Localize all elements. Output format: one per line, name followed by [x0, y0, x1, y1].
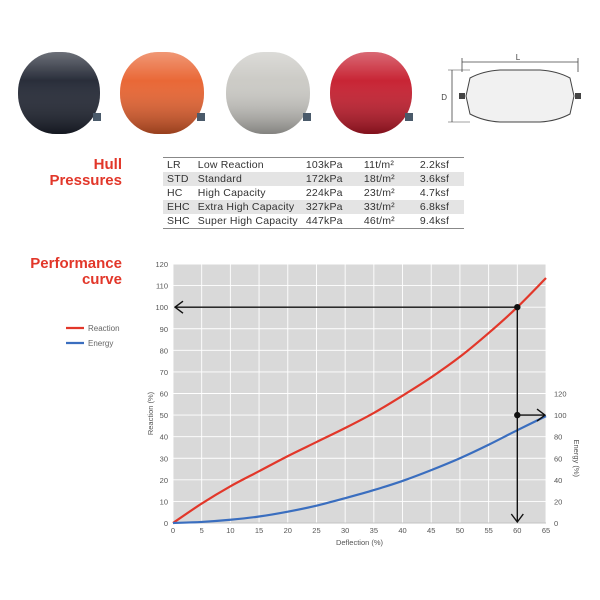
reaction-arrowhead	[173, 300, 184, 314]
y2-tick-label: 100	[554, 411, 567, 420]
x-tick-label: 15	[255, 526, 263, 535]
perf-heading-line2: curve	[81, 271, 122, 288]
x-tick-label: 10	[226, 526, 234, 535]
x-tick-label: 65	[542, 526, 550, 535]
pressure-cell: 224kPa	[305, 187, 343, 199]
series-line-reaction	[172, 277, 547, 524]
energy-arrowhead	[536, 408, 547, 422]
y-tick-label: 30	[160, 454, 168, 463]
legend: Reaction Energy	[66, 324, 120, 348]
performance-chart: 0 5 10 15 20 25 30 35 40 45 50 55 60 65 0 10 20 30 40 50 60 7…	[66, 260, 581, 547]
pressure-cell: 327kPa	[301, 200, 360, 214]
pressure-cell: HC	[167, 187, 183, 199]
hull-heading-line1: Hull	[93, 156, 122, 173]
y-tick-label: 80	[160, 346, 168, 355]
series-lines	[172, 277, 547, 525]
pressure-row: SHC Super High Capacity 447kPa 46t/m² 9.4ksf	[163, 214, 464, 229]
series-line-energy	[172, 415, 547, 525]
fender-dimension-diagram: L D	[441, 53, 581, 123]
legend-label-reaction: Reaction	[88, 324, 120, 333]
y2-tick-label: 120	[554, 390, 567, 399]
x-tick-label: 25	[312, 526, 320, 535]
hull-heading-line2: Pressures	[49, 172, 122, 189]
fender-product-row: L D	[18, 52, 581, 134]
x-tick-label: 55	[484, 526, 492, 535]
y2-tick-label: 60	[554, 454, 562, 463]
energy-marker-dot	[514, 411, 521, 419]
pressure-cell: EHC	[163, 200, 194, 214]
x-tick-label: 30	[341, 526, 349, 535]
pressure-cell: Super High Capacity	[197, 215, 298, 227]
legend-label-energy: Energy	[88, 339, 113, 348]
pressure-row: LR Low Reaction 103kPa 11t/m² 2.2ksf	[163, 158, 464, 173]
y-tick-label: 50	[160, 411, 168, 420]
y2-tick-label: 80	[554, 433, 562, 442]
x-tick-label: 5	[200, 526, 204, 535]
x-tick-label: 50	[456, 526, 464, 535]
fender-red	[330, 52, 413, 134]
y-tick-label: 70	[160, 368, 168, 377]
x-tick-label: 45	[427, 526, 435, 535]
pressure-cell: 33t/m²	[359, 200, 416, 214]
y-axis-title: Reaction (%)	[146, 391, 155, 435]
x-tick-label: 40	[398, 526, 406, 535]
y2-axis-title: Energy (%)	[572, 439, 581, 477]
pressure-cell: 447kPa	[305, 215, 343, 227]
pressure-cell: 103kPa	[305, 159, 343, 171]
pressure-cell: 9.4ksf	[419, 215, 450, 227]
y-tick-label: 120	[155, 260, 168, 269]
hull-pressures-heading: Hull Pressures	[10, 157, 122, 189]
y-tick-label: 100	[155, 303, 168, 312]
x-tick-label: 0	[171, 526, 175, 535]
fender-grey	[226, 52, 311, 134]
y2-tick-label: 20	[554, 497, 562, 506]
pressure-cell: Low Reaction	[197, 159, 264, 171]
length-label: L	[516, 53, 521, 62]
pressure-cell: 172kPa	[301, 172, 360, 186]
pressure-cell: Extra High Capacity	[193, 200, 302, 214]
tick-labels: 0 5 10 15 20 25 30 35 40 45 50 55 60 65 0 10 20 30 40 50 60 7…	[155, 260, 566, 535]
pressure-row: HC High Capacity 224kPa 23t/m² 4.7ksf	[163, 186, 464, 200]
pressure-cell: 18t/m²	[359, 172, 416, 186]
y2-tick-label: 40	[554, 476, 562, 485]
y-tick-label: 40	[160, 433, 168, 442]
pressure-cell: Standard	[193, 172, 302, 186]
x-tick-label: 20	[284, 526, 292, 535]
deflection-arrowhead	[510, 513, 524, 524]
x-axis-title: Deflection (%)	[336, 538, 384, 547]
y-tick-label: 90	[160, 325, 168, 334]
x-tick-label: 35	[370, 526, 378, 535]
pressure-cell: 6.8ksf	[415, 200, 464, 214]
y-tick-label: 0	[164, 519, 168, 528]
y2-tick-label: 0	[554, 519, 558, 528]
reaction-marker-dot	[514, 303, 521, 311]
pressure-cell: 11t/m²	[363, 159, 395, 171]
pressure-cell: High Capacity	[197, 187, 266, 199]
y-tick-label: 110	[156, 282, 168, 291]
pressure-cell: LR	[167, 159, 181, 171]
x-tick-label: 60	[513, 526, 521, 535]
grid	[172, 263, 547, 524]
pressure-cell: 3.6ksf	[415, 172, 464, 186]
pressure-row: EHC Extra High Capacity 327kPa 33t/m² 6.8ksf	[163, 200, 464, 214]
pressure-cell: SHC	[167, 215, 190, 227]
pressure-cell: 23t/m²	[363, 187, 395, 199]
pressure-cell: 2.2ksf	[419, 159, 450, 171]
fender-black	[18, 52, 101, 134]
pressure-cell: 4.7ksf	[419, 187, 450, 199]
hull-pressures-table: LR Low Reaction 103kPa 11t/m² 2.2ksf STD Stand…	[163, 157, 464, 229]
performance-curve-heading: Performance curve	[10, 256, 122, 288]
y-tick-label: 10	[160, 497, 168, 506]
marker-arrows	[173, 300, 547, 524]
y-tick-label: 20	[160, 476, 168, 485]
pressure-cell: STD	[163, 172, 194, 186]
perf-heading-line1: Performance	[30, 255, 122, 272]
diameter-label: D	[441, 93, 447, 102]
pressure-cell: 46t/m²	[363, 215, 395, 227]
pressure-row: STD Standard 172kPa 18t/m² 3.6ksf	[163, 172, 464, 186]
fender-orange	[120, 52, 205, 134]
y-tick-label: 60	[160, 390, 168, 399]
